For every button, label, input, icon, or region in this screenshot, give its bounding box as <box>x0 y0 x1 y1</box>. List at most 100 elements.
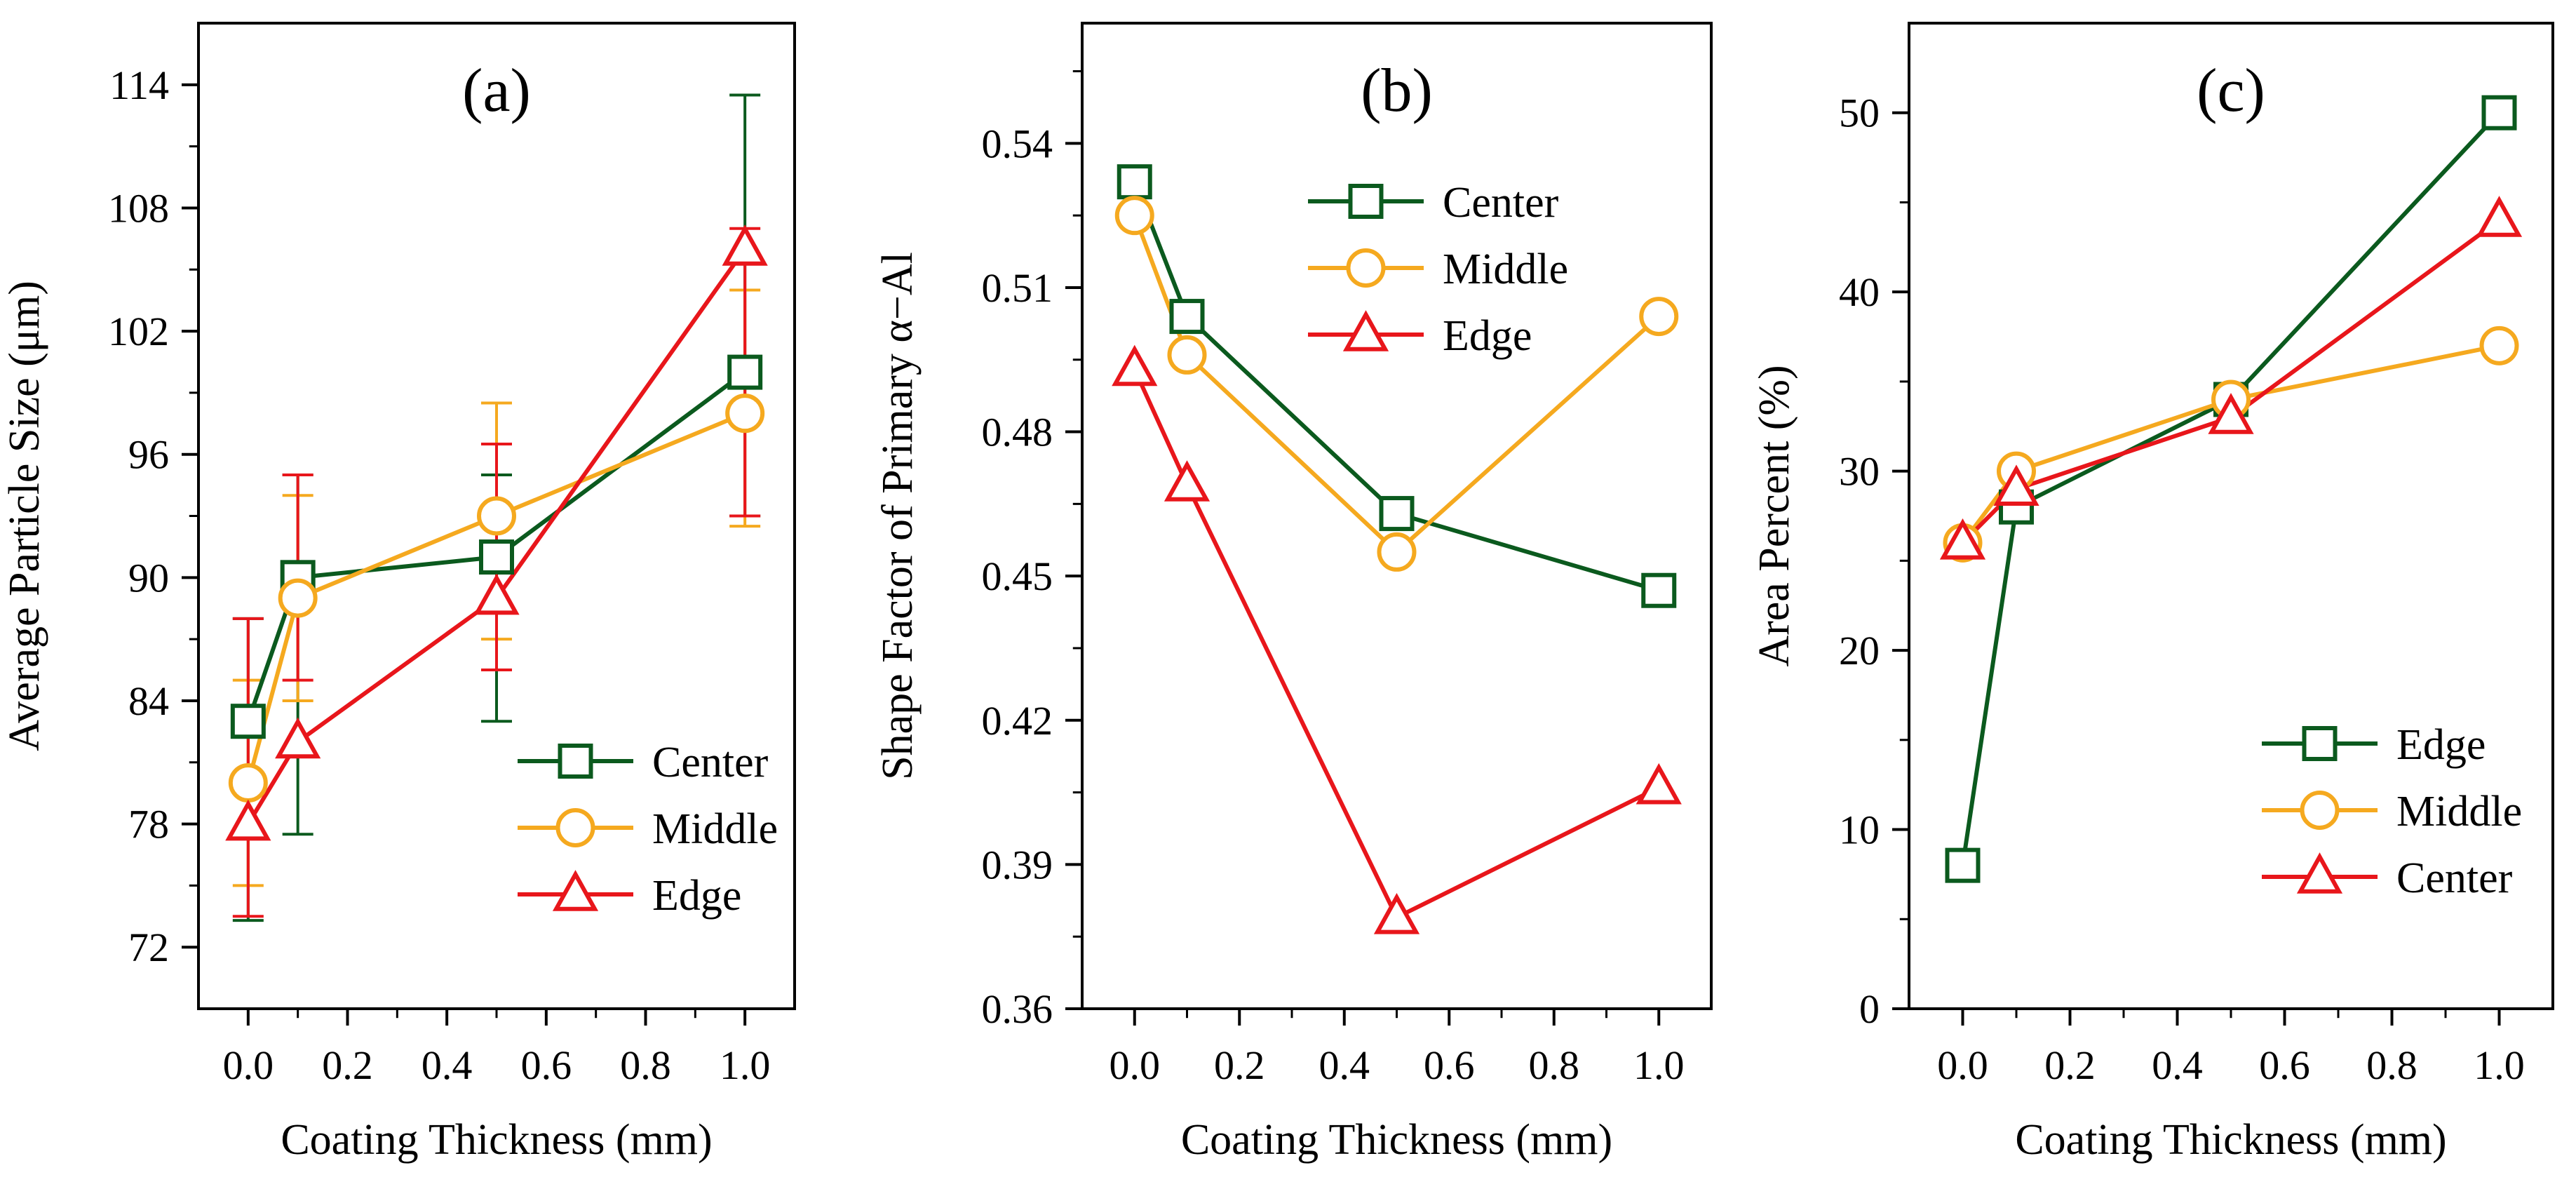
legend-label: Middle <box>652 805 778 853</box>
y-tick-label: 90 <box>128 555 169 600</box>
legend: Center Middle Edge <box>1308 179 1568 360</box>
x-tick-label: 0.6 <box>521 1042 572 1088</box>
x-axis-title: Coating Thickness (mm) <box>2015 1116 2446 1164</box>
data-point-middle <box>1114 196 1154 236</box>
legend-marker <box>558 744 593 779</box>
legend-label: Middle <box>1443 246 1568 293</box>
data-point-center <box>1169 299 1205 335</box>
x-tick-label: 0.2 <box>2044 1042 2096 1088</box>
data-point-center <box>727 354 763 390</box>
x-tick-label: 0.0 <box>223 1042 274 1088</box>
data-point-middle <box>1639 297 1679 337</box>
data-point-middle <box>228 763 268 803</box>
y-tick-label: 102 <box>108 309 169 354</box>
legend-label: Center <box>1443 179 1559 227</box>
panel-label: (c) <box>2197 57 2265 125</box>
x-axis-title: Coating Thickness (mm) <box>281 1116 712 1164</box>
data-point-edge <box>473 573 520 615</box>
data-point-edge <box>2481 95 2517 130</box>
series-line-edge <box>246 248 747 826</box>
data-point-middle <box>725 394 765 434</box>
data-point-middle <box>477 496 516 536</box>
x-tick-label: 1.0 <box>720 1042 771 1088</box>
x-tick-label: 0.2 <box>1214 1042 1265 1088</box>
data-point-edge <box>225 799 271 841</box>
x-tick-label: 0.4 <box>422 1042 473 1088</box>
legend: Edge Middle Center <box>2262 721 2522 902</box>
panel-label: (b) <box>1361 57 1433 125</box>
x-tick-label: 0.8 <box>620 1042 671 1088</box>
y-tick-label: 0.54 <box>982 121 1053 166</box>
data-point-edge <box>275 717 321 759</box>
x-tick-label: 0.6 <box>2259 1042 2310 1088</box>
legend-label: Edge <box>2396 721 2486 769</box>
data-point-center <box>1379 496 1415 532</box>
legend-marker <box>555 808 595 847</box>
x-axis-title: Coating Thickness (mm) <box>1181 1116 1612 1164</box>
y-tick-label: 72 <box>128 925 169 970</box>
data-point-middle <box>1167 335 1207 375</box>
data-point-center <box>1641 572 1677 608</box>
legend-marker <box>552 870 599 911</box>
series-line-middle <box>1961 343 2500 544</box>
legend-marker <box>2302 726 2338 761</box>
y-tick-label: 40 <box>1839 269 1880 315</box>
legend-label: Edge <box>1443 312 1532 360</box>
y-tick-label: 0.48 <box>982 410 1053 455</box>
data-point-center <box>1993 464 2039 506</box>
legend-marker <box>1348 184 1384 219</box>
data-point-center <box>1939 518 1986 560</box>
legend-label: Edge <box>652 872 741 920</box>
data-point-edge <box>1112 344 1158 387</box>
x-tick-label: 0.0 <box>1937 1042 1988 1088</box>
x-tick-label: 0.8 <box>1529 1042 1580 1088</box>
y-axis-title: Shape Factor of Primary α−Al <box>874 252 922 780</box>
data-point-middle <box>1377 532 1417 572</box>
legend-marker <box>1346 248 1386 288</box>
chart-panel-c: 0.0 0.2 0.4 0.6 0.8 1.0 0 10 20 30 40 50 Coating Thi… <box>1751 22 2554 1164</box>
chart-panel-b: 0.0 0.2 0.4 0.6 0.8 1.0 0.36 0.39 0.42 0.45 0.48 0.… <box>874 22 1713 1164</box>
data-point-middle <box>2479 325 2519 365</box>
x-tick-label: 0.4 <box>1319 1042 1370 1088</box>
y-tick-label: 10 <box>1839 807 1880 853</box>
legend-label: Center <box>652 739 769 786</box>
y-axis-title: Area Percent (%) <box>1751 365 1798 666</box>
panel-label: (a) <box>462 57 531 125</box>
y-tick-label: 78 <box>128 802 169 847</box>
data-point-center <box>2476 196 2523 237</box>
y-tick-label: 30 <box>1839 449 1880 495</box>
legend-label: Middle <box>2396 788 2522 835</box>
y-tick-label: 96 <box>128 432 169 478</box>
data-point-center <box>479 539 514 575</box>
series-line-center <box>1961 218 2501 544</box>
y-tick-label: 0.42 <box>982 698 1053 744</box>
x-tick-label: 0.0 <box>1110 1042 1161 1088</box>
chart-panel-a: 0.0 0.2 0.4 0.6 0.8 1.0 72 78 84 90 96 102 108 114 Coa… <box>1 22 796 1164</box>
legend-marker <box>2296 852 2343 894</box>
y-tick-label: 114 <box>109 62 169 108</box>
data-point-center <box>2208 393 2254 434</box>
y-tick-label: 20 <box>1839 628 1880 673</box>
legend-marker <box>1342 310 1389 351</box>
legend-label: Center <box>2396 854 2513 902</box>
legend-marker <box>2300 791 2340 830</box>
x-tick-label: 0.2 <box>322 1042 373 1088</box>
data-point-edge <box>1164 460 1211 502</box>
data-point-edge <box>1373 892 1420 934</box>
data-point-center <box>230 704 266 739</box>
data-point-edge <box>1636 763 1682 805</box>
data-point-edge <box>722 224 768 266</box>
y-tick-label: 84 <box>128 678 169 724</box>
x-tick-label: 1.0 <box>2474 1042 2525 1088</box>
x-tick-label: 0.8 <box>2366 1042 2417 1088</box>
data-point-middle <box>278 578 318 618</box>
y-tick-label: 0.51 <box>982 265 1053 311</box>
legend: Center Middle Edge <box>518 739 778 920</box>
y-tick-label: 50 <box>1839 90 1880 136</box>
data-point-edge <box>1945 847 1981 883</box>
y-tick-label: 0.45 <box>982 553 1053 599</box>
series-line-middle <box>1132 215 1661 555</box>
series-line-middle <box>245 411 746 784</box>
x-tick-label: 0.6 <box>1424 1042 1475 1088</box>
